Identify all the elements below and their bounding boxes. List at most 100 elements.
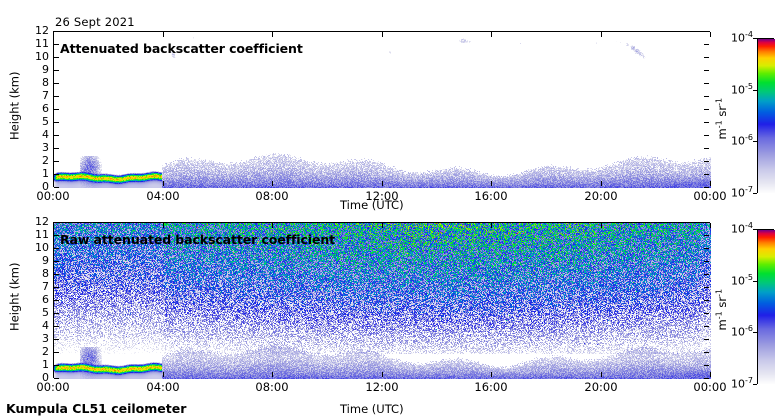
y-tickmark-right (704, 43, 709, 45)
y-tick-label: 6 (42, 293, 49, 306)
y-tickmark (54, 56, 59, 58)
y-tickmark-right (704, 377, 709, 379)
x-tick-label: 00:00 (36, 189, 70, 203)
y-tickmark-right (704, 56, 709, 58)
y-tickmark (54, 121, 59, 123)
cb-unit-sr-bot: sr (715, 296, 730, 312)
colorbar-bottom-unit: m-1 sr-1 (714, 270, 730, 350)
y-tickmark-right (704, 30, 709, 32)
instrument-footer-label: Kumpula CL51 ceilometer (6, 401, 187, 416)
panel2-xlabel: Time (UTC) (340, 402, 404, 416)
y-tick-label: 5 (42, 306, 49, 319)
x-tick-label: 12:00 (365, 189, 399, 203)
y-tickmark (54, 299, 59, 301)
y-tickmark (54, 286, 59, 288)
x-tickmark-top (271, 223, 273, 228)
y-tick-label: 5 (42, 115, 49, 128)
x-tickmark-top (490, 223, 492, 228)
x-tick-label: 20:00 (584, 380, 618, 394)
y-tickmark (54, 247, 59, 249)
x-tick-label: 04:00 (146, 380, 180, 394)
cb-unit-m-exp-bot: -1 (714, 311, 724, 320)
y-tickmark-right (704, 325, 709, 327)
y-tick-label: 11 (35, 37, 49, 50)
y-tickmark (54, 273, 59, 275)
x-tickmark-top (600, 223, 602, 228)
colorbar-tickmark (753, 192, 757, 194)
x-tickmark (162, 372, 164, 377)
y-tick-label: 3 (42, 141, 49, 154)
colorbar-tick-label: 10-7 (731, 185, 753, 200)
x-tickmark (381, 372, 383, 377)
panel2-ylabel: Height (km) (7, 262, 22, 332)
y-tickmark (54, 364, 59, 366)
colorbar-tickmark (753, 331, 757, 333)
y-tickmark-right (704, 364, 709, 366)
cb-unit-sr-top: sr (715, 105, 730, 121)
y-tickmark (54, 338, 59, 340)
colorbar-tickmark (753, 280, 757, 282)
x-tickmark-top (709, 32, 711, 37)
x-tick-label: 00:00 (36, 380, 70, 394)
date-label: 26 Sept 2021 (55, 15, 135, 29)
x-tick-label: 00:00 (693, 189, 727, 203)
y-tickmark-right (704, 338, 709, 340)
x-tickmark (52, 181, 54, 186)
y-tick-label: 12 (35, 24, 49, 37)
panel-attenuated-backscatter: Attenuated backscatter coefficient Heigh… (7, 24, 727, 211)
y-tickmark (54, 260, 59, 262)
x-tickmark (600, 372, 602, 377)
y-tickmark-right (704, 351, 709, 353)
y-tickmark (54, 43, 59, 45)
y-tick-label: 2 (42, 154, 49, 167)
y-tickmark-right (704, 173, 709, 175)
colorbar-tickmark (753, 37, 757, 39)
x-tickmark (271, 372, 273, 377)
y-tickmark (54, 186, 59, 188)
y-tickmark-right (704, 260, 709, 262)
y-tick-label: 10 (35, 50, 49, 63)
y-tick-label: 0 (42, 180, 49, 193)
y-tickmark-right (704, 134, 709, 136)
y-tick-label: 2 (42, 345, 49, 358)
x-tick-label: 20:00 (584, 189, 618, 203)
y-tick-label: 12 (35, 215, 49, 228)
y-tick-label: 8 (42, 267, 49, 280)
panel2-y-axis-label-group: Height (km) (5, 263, 25, 332)
colorbar-tickmark (753, 140, 757, 142)
x-tick-label: 12:00 (365, 380, 399, 394)
panel2-plot-area (53, 222, 711, 379)
x-tickmark (162, 181, 164, 186)
colorbar-tick-label: 10-4 (731, 221, 753, 236)
x-tick-label: 00:00 (693, 380, 727, 394)
y-tickmark (54, 377, 59, 379)
y-tick-label: 8 (42, 76, 49, 89)
y-tickmark-right (704, 108, 709, 110)
colorbar-bottom-gradient (757, 229, 775, 385)
panel2-title: Raw attenuated backscatter coefficient (60, 232, 336, 247)
y-tickmark (54, 325, 59, 327)
y-tickmark (54, 82, 59, 84)
panel1-plot-area (53, 31, 711, 188)
colorbar-tickmark (753, 383, 757, 385)
y-tickmark-right (704, 234, 709, 236)
y-tick-label: 11 (35, 228, 49, 241)
y-tickmark-right (704, 69, 709, 71)
y-tick-label: 7 (42, 89, 49, 102)
x-tickmark-top (271, 32, 273, 37)
x-tickmark (600, 181, 602, 186)
cb-unit-sr-exp-top: -1 (714, 97, 724, 106)
x-tick-label: 08:00 (255, 380, 289, 394)
y-tickmark-right (704, 186, 709, 188)
colorbar-top-canvas (758, 39, 775, 194)
y-tick-label: 1 (42, 358, 49, 371)
y-tick-label: 4 (42, 128, 49, 141)
y-tickmark (54, 69, 59, 71)
y-tickmark (54, 234, 59, 236)
x-tickmark-top (381, 223, 383, 228)
cb-unit-sr-exp-bot: -1 (714, 288, 724, 297)
y-tickmark-right (704, 82, 709, 84)
y-tickmark (54, 221, 59, 223)
y-tickmark-right (704, 312, 709, 314)
